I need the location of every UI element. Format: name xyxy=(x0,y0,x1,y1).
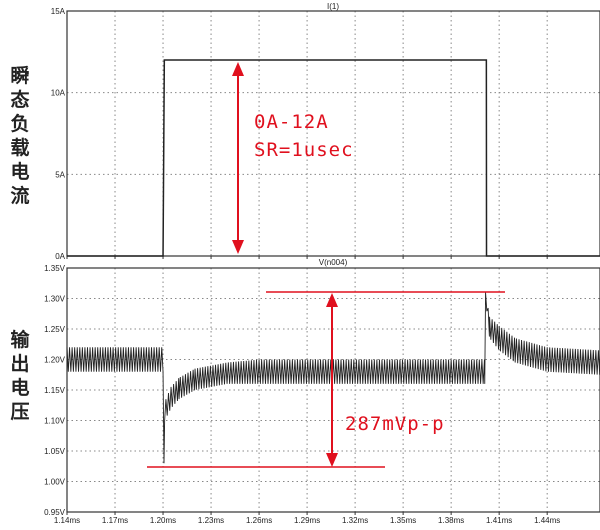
y-tick-label: 0A xyxy=(55,252,65,261)
x-tick-label: 1.29ms xyxy=(294,516,320,525)
y-tick-label: 5A xyxy=(55,170,65,179)
axis-label-char: 输 xyxy=(10,328,30,351)
axis-label-char: 电 xyxy=(10,376,29,399)
y-tick-label: 15A xyxy=(51,7,66,16)
x-tick-label: 1.17ms xyxy=(102,516,128,525)
axis-label-char: 载 xyxy=(10,136,29,159)
voltage-trace xyxy=(66,292,600,464)
y-tick-label: 1.15V xyxy=(44,386,66,395)
axis-label-char: 电 xyxy=(10,160,29,183)
plot-frame xyxy=(66,267,600,513)
x-tick-label: 1.35ms xyxy=(390,516,416,525)
ripple-pp-label: 287mVp-p xyxy=(345,413,445,435)
axis-label-char: 态 xyxy=(10,88,29,111)
y-tick-label: 1.20V xyxy=(44,356,66,365)
y-tick-label: 1.35V xyxy=(44,264,66,273)
y-tick-label: 1.05V xyxy=(44,447,66,456)
arrow-up-icon xyxy=(326,293,338,307)
axis-label-char: 出 xyxy=(10,352,29,375)
arrow-down-icon xyxy=(232,240,244,254)
arrow-down-icon xyxy=(326,453,338,467)
axis-label-char: 压 xyxy=(10,401,29,423)
annotations: 0A-12A SR=1usec 287mVp-p xyxy=(147,62,505,468)
current-axis-label: 瞬态负载电流 xyxy=(10,65,29,207)
arrow-up-icon xyxy=(232,62,244,76)
current-plot: 0A 5A 10A 15A xyxy=(51,7,600,261)
x-tick-label: 1.23ms xyxy=(198,516,224,525)
current-plot-title: I(1) xyxy=(327,2,339,11)
axis-label-char: 流 xyxy=(10,184,29,207)
slew-rate-label: SR=1usec xyxy=(254,139,354,161)
y-tick-label: 1.30V xyxy=(44,295,66,304)
x-tick-label: 1.14ms xyxy=(54,516,80,525)
x-tick-label: 1.26ms xyxy=(246,516,272,525)
y-tick-label: 0.95V xyxy=(44,508,66,517)
x-tick-label: 1.20ms xyxy=(150,516,176,525)
x-tick-label: 1.44ms xyxy=(534,516,560,525)
current-range-label: 0A-12A xyxy=(254,111,329,133)
voltage-plot: 1.14ms 1.17ms 1.20ms 1.23ms 1.26ms 1.29ms 1.32… xyxy=(44,264,600,525)
current-trace xyxy=(67,59,600,257)
x-tick-label: 1.32ms xyxy=(342,516,368,525)
axis-label-char: 瞬 xyxy=(10,65,29,87)
plot-frame xyxy=(66,10,600,257)
y-tick-label: 10A xyxy=(51,89,66,98)
x-tick-label: 1.41ms xyxy=(486,516,512,525)
y-tick-label: 1.25V xyxy=(44,325,66,334)
voltage-axis-label: 输出电压 xyxy=(10,328,30,423)
x-tick-label: 1.38ms xyxy=(438,516,464,525)
axis-label-char: 负 xyxy=(10,112,29,135)
voltage-plot-title: V(n004) xyxy=(319,258,348,267)
y-tick-label: 1.10V xyxy=(44,417,66,426)
y-tick-label: 1.00V xyxy=(44,478,66,487)
